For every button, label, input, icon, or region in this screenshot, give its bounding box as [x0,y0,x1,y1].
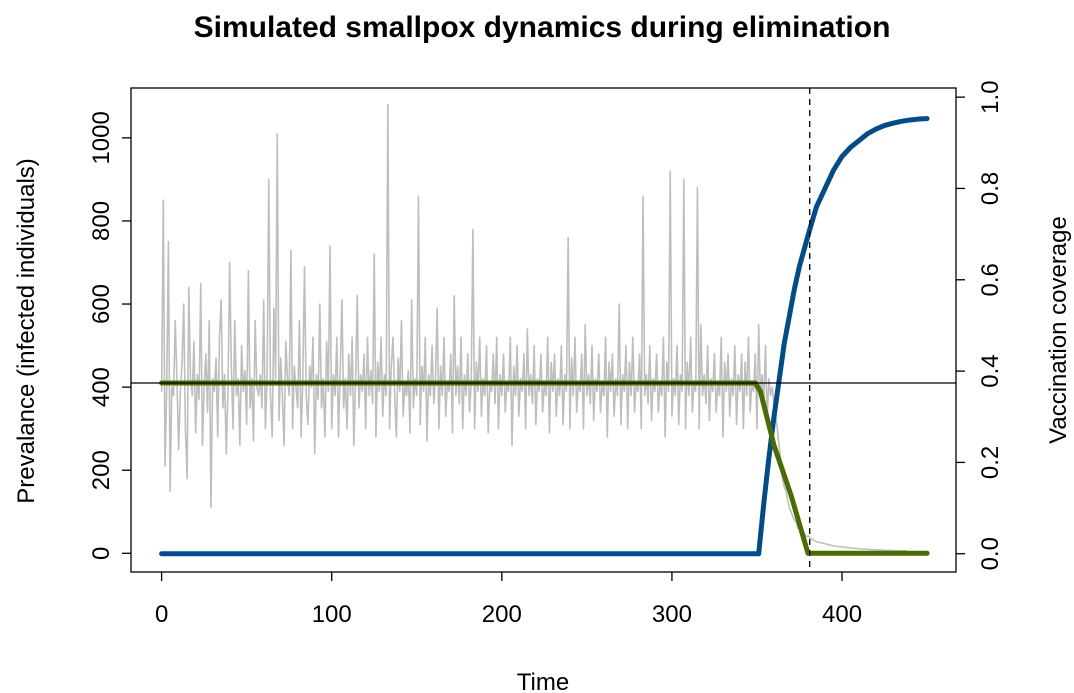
x-tick-label: 400 [822,601,862,628]
plot-area [159,103,930,557]
y-axis-label-right: Vaccination coverage [1045,216,1072,444]
y-left-tick-label: 200 [88,450,115,490]
chart-title: Simulated smallpox dynamics during elimi… [194,11,891,44]
series-line-1 [159,116,930,557]
y-left-tick-label: 1000 [88,111,115,164]
x-axis-label: Time [517,669,569,693]
y-right-tick-label: 0.8 [977,172,1004,205]
plot-frame [130,87,957,573]
y-left-tick-label: 0 [88,547,115,560]
y-left-tick-label: 600 [88,284,115,324]
y-right-tick-label: 1.0 [977,80,1004,113]
y-right-tick-label: 0.2 [977,446,1004,479]
x-tick-label: 300 [652,601,692,628]
y-right-tick-label: 0.6 [977,263,1004,296]
y-left-tick-label: 400 [88,367,115,407]
y-left-tick-label: 800 [88,201,115,241]
series-line-0 [160,103,908,553]
x-tick-label: 200 [482,601,522,628]
series-line-2 [159,380,930,556]
x-tick-label: 100 [312,601,352,628]
y-axis-label-left: Prevalance (infected individuals) [13,158,40,504]
y-right-tick-label: 0.4 [977,354,1004,387]
x-tick-label: 0 [155,601,168,628]
y-right-tick-label: 0.0 [977,537,1004,570]
